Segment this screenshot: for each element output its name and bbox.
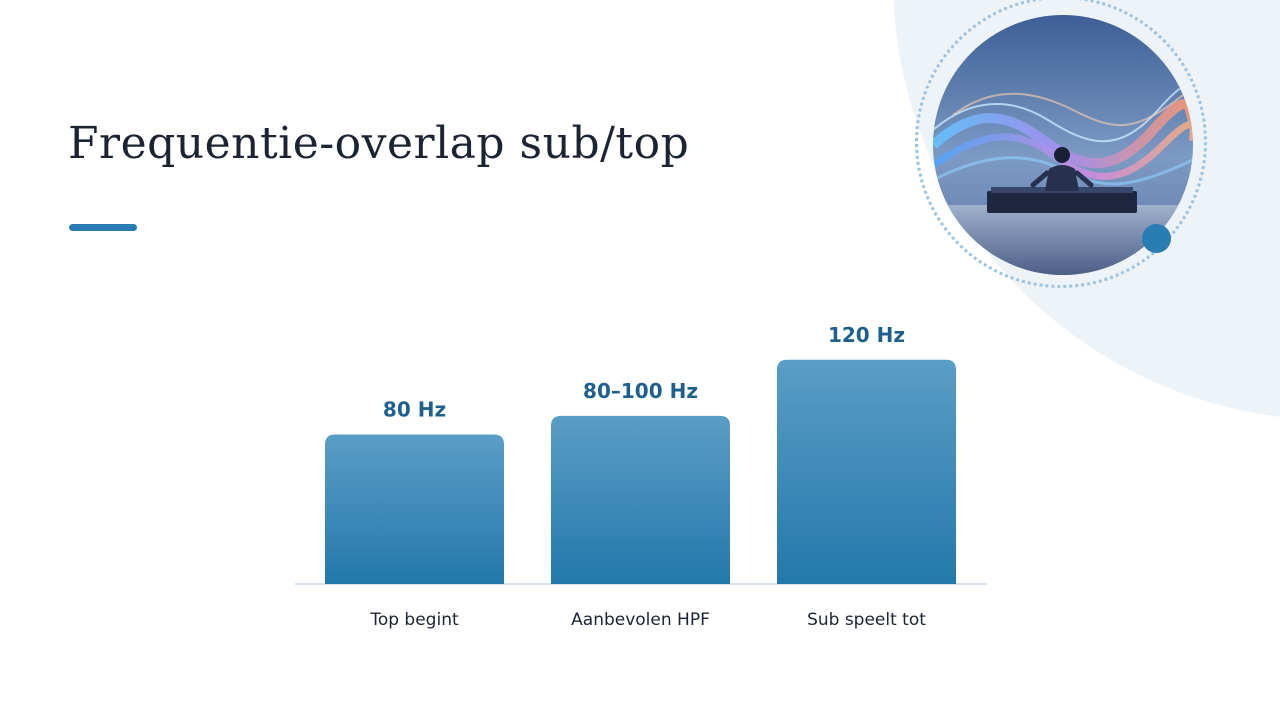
category-label: Top begint bbox=[369, 610, 459, 630]
slide-title: Frequentie-overlap sub/top bbox=[68, 118, 690, 169]
accent-dot bbox=[1142, 224, 1171, 253]
bar-value-label: 120 Hz bbox=[828, 323, 905, 347]
category-label: Sub speelt tot bbox=[807, 610, 926, 630]
value-labels-group: 80 Hz 80–100 Hz 120 Hz bbox=[383, 323, 905, 422]
bars-group bbox=[325, 359, 956, 584]
category-label: Aanbevolen HPF bbox=[571, 610, 710, 630]
dj-photo bbox=[933, 15, 1193, 275]
category-labels-group: Top begint Aanbevolen HPF Sub speelt tot bbox=[369, 610, 926, 630]
title-underline bbox=[69, 224, 137, 231]
bar bbox=[551, 415, 730, 584]
dotted-ring bbox=[915, 0, 1207, 288]
bar-value-label: 80–100 Hz bbox=[583, 379, 698, 403]
bar bbox=[777, 359, 956, 584]
dj-sound-waves-image bbox=[933, 15, 1193, 275]
bar-value-label: 80 Hz bbox=[383, 398, 446, 422]
bar bbox=[325, 434, 504, 584]
